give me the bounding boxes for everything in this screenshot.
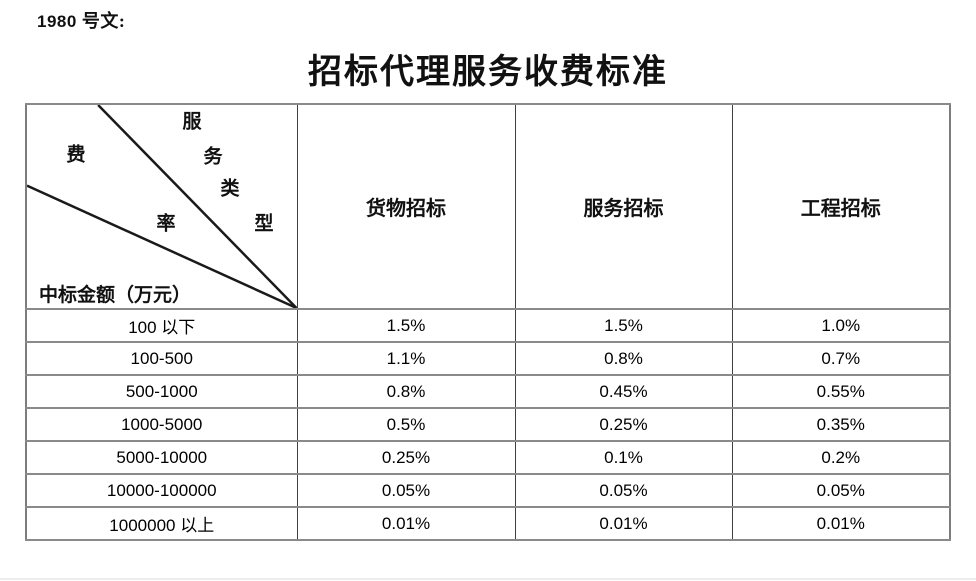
amount-range-cell: 5000-10000 [25,440,298,475]
rate-cell: 0.35% [731,407,951,442]
page-title: 招标代理服务收费标准 [308,54,668,91]
amount-range-cell: 500-1000 [25,374,298,409]
rate-cell: 0.1% [514,440,733,475]
fee-rate-char-1: 费 [66,144,86,166]
column-header-goods: 货物招标 [296,103,516,310]
column-header-engineering: 工程招标 [731,103,951,310]
service-type-char-1: 服 [182,111,202,133]
column-header-service: 服务招标 [514,103,733,310]
service-type-char-4: 型 [254,213,274,235]
rate-cell: 0.8% [514,341,733,376]
amount-range-cell: 10000-100000 [25,473,298,508]
fee-rate-char-2: 率 [156,213,176,235]
service-type-char-3: 类 [220,178,240,200]
rate-cell: 0.05% [296,473,516,508]
diagonal-divider-lines [27,106,296,307]
rate-cell: 1.5% [514,308,733,343]
rate-cell: 1.0% [731,308,951,343]
rate-cell: 0.2% [731,440,951,475]
service-type-char-2: 务 [203,146,223,168]
amount-range-cell: 1000000 以上 [25,506,298,541]
rate-cell: 0.7% [731,341,951,376]
table-row: 5000-10000 0.25% 0.1% 0.2% [25,440,951,475]
doc-number-label: 1980 号文: [37,7,125,33]
rate-cell: 1.1% [296,341,516,376]
table-row: 1000000 以上 0.01% 0.01% 0.01% [25,506,951,541]
amount-range-cell: 100-500 [25,341,298,376]
amount-range-cell: 1000-5000 [25,407,298,442]
rate-cell: 0.25% [514,407,733,442]
table-row: 500-1000 0.8% 0.45% 0.55% [25,374,951,409]
table-row: 100 以下 1.5% 1.5% 1.0% [25,308,951,343]
amount-range-cell: 100 以下 [25,308,298,343]
doc-number: 1980 [37,12,77,31]
table-row: 100-500 1.1% 0.8% 0.7% [25,341,951,376]
rate-cell: 0.01% [731,506,951,541]
rate-cell: 0.8% [296,374,516,409]
rate-cell: 0.01% [296,506,516,541]
rate-cell: 0.25% [296,440,516,475]
doc-number-suffix: 号文: [76,11,126,31]
rate-cell: 0.05% [514,473,733,508]
fee-standard-table: 服 务 类 型 费 率 中标金额（万元） 货物招标 服务招标 工程招标 100 … [25,103,951,541]
table-row: 1000-5000 0.5% 0.25% 0.35% [25,407,951,442]
rate-cell: 0.05% [731,473,951,508]
page-bottom-edge [0,578,976,580]
rate-cell: 0.5% [296,407,516,442]
rate-cell: 0.55% [731,374,951,409]
rate-cell: 1.5% [296,308,516,343]
diagonal-split-header-cell: 服 务 类 型 费 率 中标金额（万元） [25,103,298,310]
bid-amount-axis-label: 中标金额（万元） [39,285,192,306]
rate-cell: 0.01% [514,506,733,541]
table-row: 10000-100000 0.05% 0.05% 0.05% [25,473,951,508]
rate-cell: 0.45% [514,374,733,409]
table-header-row: 服 务 类 型 费 率 中标金额（万元） 货物招标 服务招标 工程招标 [25,103,951,310]
